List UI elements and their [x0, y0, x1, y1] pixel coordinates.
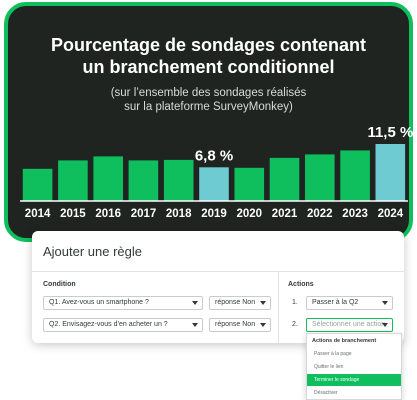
dropdown-header: Actions de branchement [312, 338, 377, 344]
tick-label-2017: 2017 [131, 208, 157, 220]
panel-title: Ajouter une règle [43, 244, 143, 259]
action-value-2: Sélectionner une action [312, 321, 386, 328]
bar-2020 [234, 167, 265, 201]
condition-answer-select-2[interactable]: réponse Non [209, 318, 271, 332]
data-label-2024: 11,5 % [367, 124, 413, 141]
bar-2016 [93, 156, 123, 201]
add-rule-panel: Ajouter une règle Condition Actions Q1. … [32, 231, 404, 343]
tick-label-2021: 2021 [272, 208, 298, 220]
tick-label-2014: 2014 [25, 208, 51, 220]
chevron-down-icon [192, 323, 198, 327]
tick-label-2019: 2019 [201, 208, 227, 220]
bar-2022 [305, 154, 335, 201]
bar-2018 [163, 159, 194, 201]
tick-label-2020: 2020 [237, 208, 263, 220]
bar-2024 [375, 144, 406, 201]
chevron-down-icon [382, 323, 388, 327]
chart-title-line-1: Pourcentage de sondages contenant [50, 35, 367, 55]
bar-2015 [58, 160, 88, 201]
action-number-1: 1. [292, 299, 298, 306]
tick-label-2022: 2022 [307, 208, 333, 220]
dropdown-item-end-survey[interactable]: Terminer le sondage [307, 374, 401, 386]
action-select-2[interactable]: Sélectionner une action [306, 318, 393, 332]
tick-label-2023: 2023 [342, 208, 368, 220]
chart-title: Pourcentage de sondages contenant un bra… [8, 34, 409, 78]
bar-2019 [199, 167, 229, 201]
bar-chart: 2014 2015 2016 2017 2018 2019 6,8 % 2020 2021 202… [20, 124, 413, 220]
chart-subtitle-line-2: sur la plateforme SurveyMonkey) [124, 101, 293, 113]
condition-label: Condition [43, 281, 76, 288]
action-number-2: 2. [292, 321, 298, 328]
chevron-down-icon [382, 301, 388, 305]
chart-title-line-2: un branchement conditionnel [82, 57, 335, 77]
chevron-down-icon [260, 301, 266, 305]
column-divider [278, 272, 279, 343]
tick-label-2024: 2024 [378, 208, 404, 220]
condition-answer-value-2: réponse Non [215, 321, 256, 328]
action-select-1[interactable]: Passer à la Q2 [306, 296, 393, 310]
bar-2023 [340, 150, 370, 201]
tick-label-2016: 2016 [95, 208, 121, 220]
dropdown-item-disable[interactable]: Désactiver [314, 390, 338, 396]
chart-subtitle: (sur l’ensemble des sondages réalisés su… [8, 86, 409, 114]
condition-question-select-1[interactable]: Q1. Avez-vous un smartphone ? [43, 296, 203, 310]
tick-label-2015: 2015 [60, 208, 86, 220]
condition-question-select-2[interactable]: Q2. Envisagez-vous d’en acheter un ? [43, 318, 203, 332]
dropdown-item-quit-link[interactable]: Quitter le lien [314, 364, 344, 370]
bar-2021 [269, 157, 300, 201]
branching-actions-dropdown: Actions de branchement Passer à la page … [306, 333, 402, 400]
panel-separator [32, 271, 404, 272]
action-value-1: Passer à la Q2 [312, 299, 359, 306]
chart-card: 2014 2015 2016 2017 2018 2019 6,8 % 2020 2021 202… [4, 2, 413, 242]
chevron-down-icon [260, 323, 266, 327]
condition-question-value-2: Q2. Envisagez-vous d’en acheter un ? [49, 321, 168, 328]
chart-subtitle-line-1: (sur l’ensemble des sondages réalisés [110, 87, 307, 99]
bar-2014 [22, 168, 53, 201]
condition-answer-value-1: réponse Non [215, 299, 256, 306]
actions-label: Actions [288, 281, 314, 288]
data-label-2019: 6,8 % [195, 147, 233, 164]
condition-answer-select-1[interactable]: réponse Non [209, 296, 271, 310]
condition-question-value-1: Q1. Avez-vous un smartphone ? [49, 299, 149, 306]
dropdown-item-skip-to-page[interactable]: Passer à la page [314, 351, 352, 357]
bar-2017 [128, 160, 159, 201]
tick-label-2018: 2018 [166, 208, 192, 220]
chevron-down-icon [192, 301, 198, 305]
